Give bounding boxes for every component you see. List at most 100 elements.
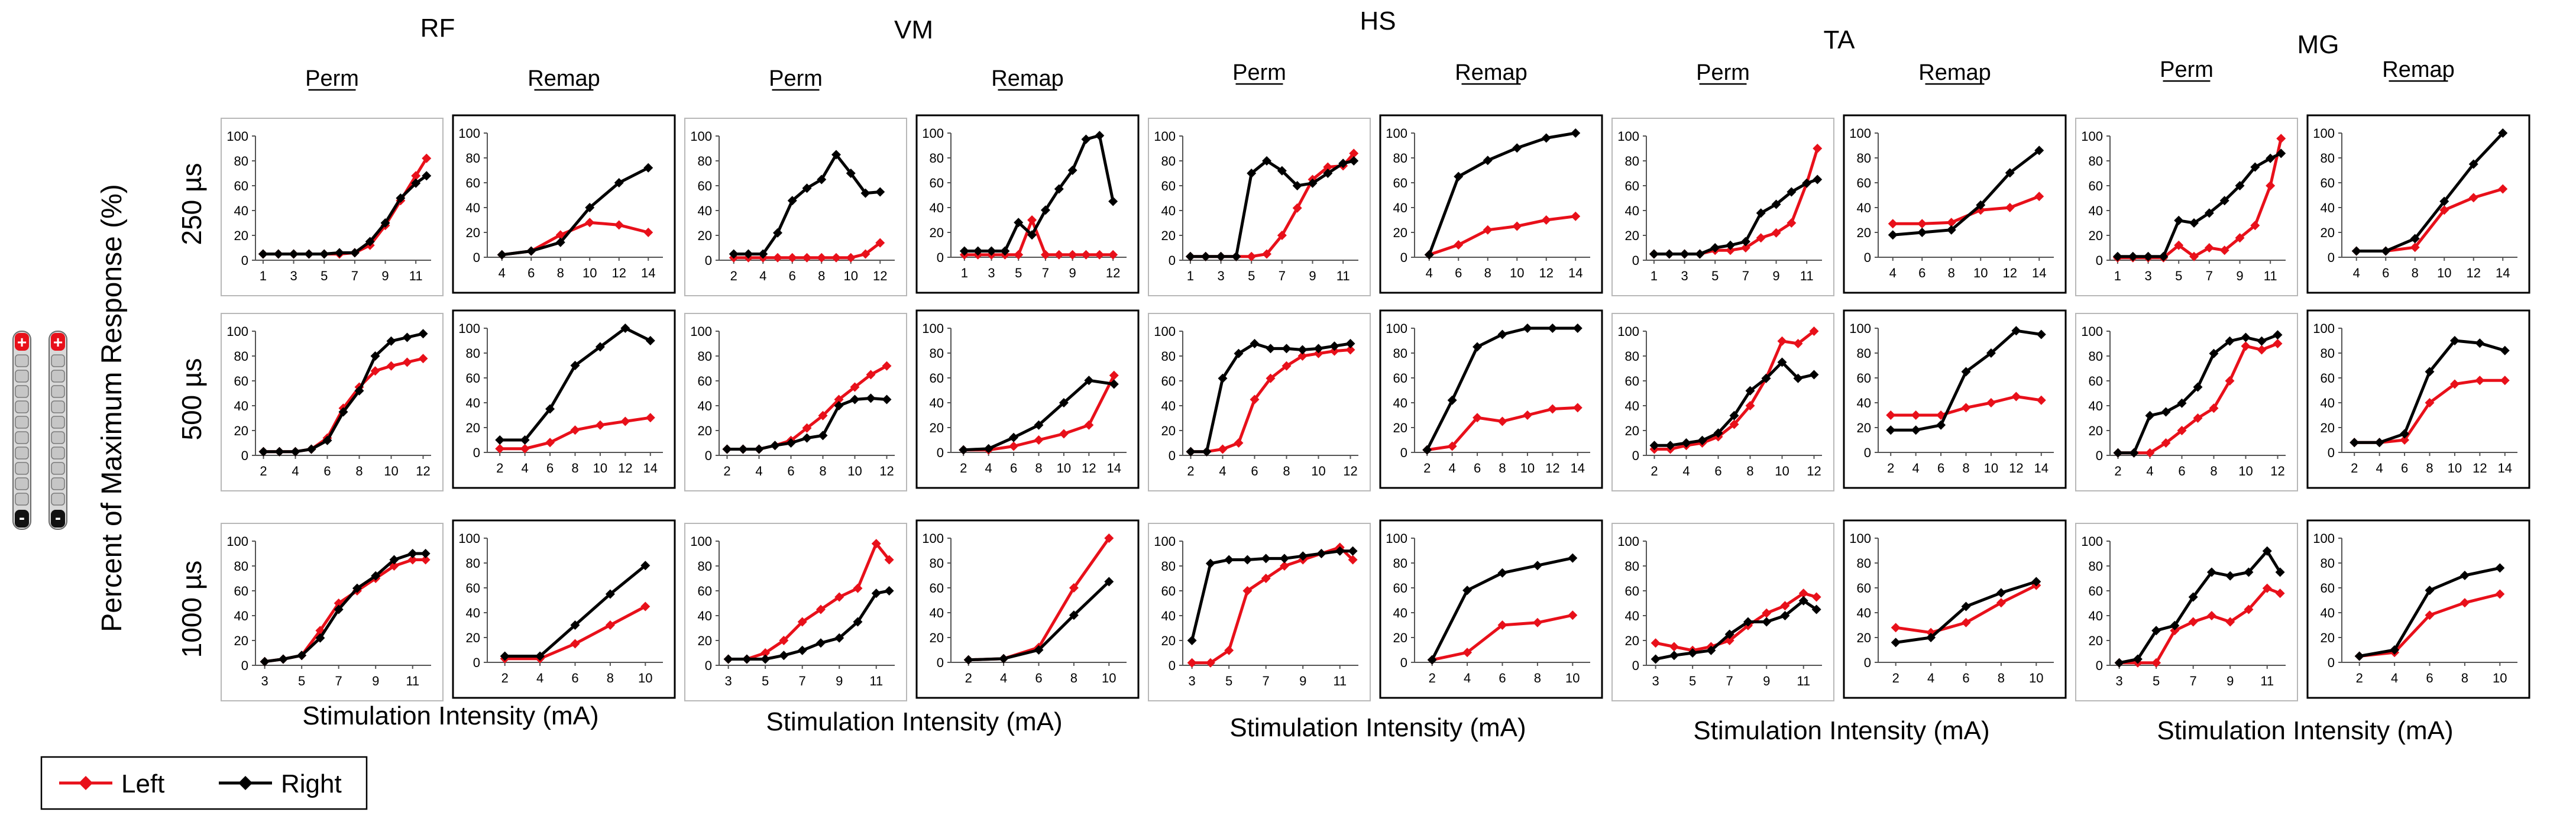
series-line-right xyxy=(1428,131,1576,255)
x-tick-label: 4 xyxy=(2353,266,2360,280)
x-tick-label: 6 xyxy=(1010,461,1017,475)
panel-frame xyxy=(1148,118,1371,296)
y-tick-label: 0 xyxy=(1169,448,1176,463)
data-point-left xyxy=(1261,574,1271,583)
data-point-right xyxy=(818,431,828,441)
data-point-right xyxy=(959,246,969,256)
y-tick-label: 20 xyxy=(1857,630,1871,645)
x-tick-label: 2 xyxy=(2114,464,2121,478)
data-point-left xyxy=(2204,243,2214,253)
x-tick-label: 8 xyxy=(1070,671,1077,685)
data-point-right xyxy=(1109,379,1119,389)
data-point-right xyxy=(620,323,630,333)
data-point-right xyxy=(1323,169,1333,178)
data-point-left xyxy=(797,617,807,627)
x-tick-label: 3 xyxy=(1681,268,1688,283)
y-tick-label: 80 xyxy=(2089,349,2103,364)
panel-hs-perm-1000s: 0 20 40 60 80 100 3 5 7 9 11 xyxy=(1148,523,1371,701)
data-point-right xyxy=(258,447,268,457)
data-point-right xyxy=(2374,438,2384,448)
data-point-right xyxy=(380,218,390,228)
y-tick-label: 80 xyxy=(234,559,248,574)
x-tick-label: 2 xyxy=(1429,671,1436,685)
data-point-right xyxy=(1743,617,1753,627)
y-tick-label: 60 xyxy=(1393,581,1407,596)
x-tick-label: 3 xyxy=(1189,674,1196,688)
data-point-right xyxy=(1027,230,1037,240)
x-tick-label: 4 xyxy=(2391,671,2398,685)
electrode-contact xyxy=(51,431,65,444)
data-point-right xyxy=(1761,373,1771,383)
data-point-left xyxy=(1809,326,1819,336)
data-point-left xyxy=(1266,373,1276,383)
data-point-right xyxy=(290,447,300,457)
x-tick-label: 12 xyxy=(1106,266,1120,280)
panel-hs-perm-500s: 0 20 40 60 80 100 2 4 6 8 10 12 xyxy=(1148,313,1371,491)
data-point-right xyxy=(1946,225,1956,235)
muscle-title-hs: HS xyxy=(1360,7,1396,35)
x-tick-label: 3 xyxy=(1652,674,1659,688)
data-point-right xyxy=(2266,153,2276,163)
data-point-right xyxy=(1266,344,1276,354)
panel-hs-remap-500s: 0 20 40 60 80 100 2 4 6 8 10 12 14 xyxy=(1379,309,1603,489)
data-point-left xyxy=(495,444,505,454)
y-tick-label: 60 xyxy=(1161,584,1176,598)
data-point-right xyxy=(2351,246,2361,256)
data-point-right xyxy=(834,633,844,643)
data-point-right xyxy=(723,654,733,664)
data-point-left xyxy=(1447,441,1457,451)
x-tick-label: 10 xyxy=(638,671,652,685)
y-tick-label: 0 xyxy=(705,658,712,673)
data-point-right xyxy=(1000,246,1010,256)
y-tick-label: 0 xyxy=(1400,445,1407,460)
y-tick-label: 80 xyxy=(930,556,944,571)
legend-label-right: Right xyxy=(281,769,342,798)
data-point-left xyxy=(1250,394,1260,405)
panel-mg-perm-500s: 0 20 40 60 80 100 2 4 6 8 10 12 xyxy=(2075,313,2298,491)
data-point-right xyxy=(1669,651,1679,661)
electrode-array-icon: +- xyxy=(12,331,31,530)
data-point-right xyxy=(1009,432,1019,442)
x-tick-label: 4 xyxy=(499,266,506,280)
panel-frame xyxy=(2075,523,2298,701)
data-point-left xyxy=(1541,215,1551,225)
y-tick-label: 40 xyxy=(234,609,248,623)
x-tick-label: 11 xyxy=(1797,674,1810,688)
panel-hs-remap-1000s: 0 20 40 60 80 100 2 4 6 8 10 xyxy=(1379,519,1603,699)
y-tick-label: 80 xyxy=(234,349,248,364)
y-tick-label: 0 xyxy=(1632,658,1639,673)
panel-frame xyxy=(221,118,444,296)
data-point-right xyxy=(2174,215,2184,225)
x-tick-label: 8 xyxy=(2461,671,2468,685)
data-point-left xyxy=(817,253,827,263)
y-tick-label: 40 xyxy=(234,203,248,218)
data-point-right xyxy=(2113,448,2123,458)
x-tick-label: 11 xyxy=(406,674,419,688)
panel-frame xyxy=(1148,313,1371,491)
x-tick-label: 6 xyxy=(528,266,535,280)
data-point-left xyxy=(1961,403,1971,413)
y-tick-label: 20 xyxy=(2321,420,2335,435)
data-point-left xyxy=(402,357,412,367)
minus-symbol: - xyxy=(55,508,61,528)
electrode-contact xyxy=(51,354,65,367)
x-tick-label: 8 xyxy=(1283,464,1290,478)
x-tick-label: 2 xyxy=(496,461,503,475)
data-point-right xyxy=(802,183,812,193)
y-tick-label: 100 xyxy=(690,534,712,549)
y-tick-label: 60 xyxy=(1161,179,1176,193)
x-tick-label: 2 xyxy=(723,464,730,478)
y-tick-label: 60 xyxy=(1625,584,1639,598)
y-tick-label: 40 xyxy=(234,399,248,413)
data-point-right xyxy=(1679,249,1690,259)
data-point-right xyxy=(1976,200,1986,210)
data-point-right xyxy=(770,441,780,451)
electrode-contact xyxy=(51,385,65,398)
data-point-right xyxy=(797,645,807,655)
data-point-right xyxy=(535,651,545,661)
data-point-right xyxy=(1262,156,1272,166)
x-tick-label: 2 xyxy=(965,671,972,685)
data-point-left xyxy=(2460,598,2470,608)
x-tick-label: 4 xyxy=(759,268,766,283)
y-tick-label: 0 xyxy=(241,253,248,268)
